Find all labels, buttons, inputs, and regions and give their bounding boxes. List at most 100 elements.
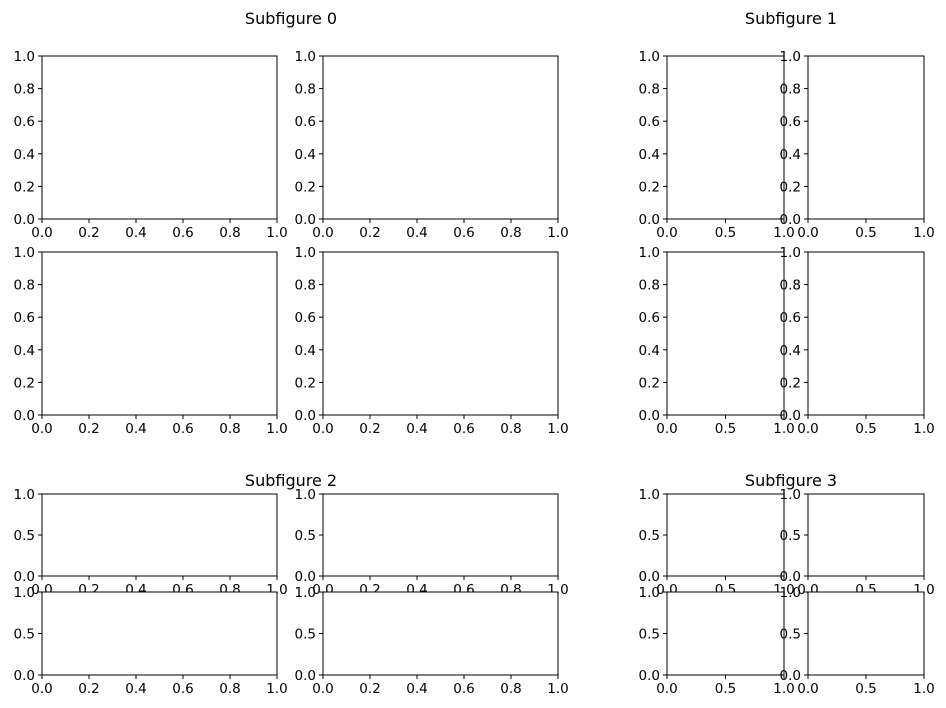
x-tick-label: 0.5 xyxy=(715,681,736,697)
axes-grid: 0.0 0.2 0.4 0.6 0.8 1.00.00.20.40.60.81.00.0 0… xyxy=(14,49,569,437)
y-tick-label: 1.0 xyxy=(639,585,660,601)
x-tick-label: 0.5 xyxy=(855,225,876,241)
x-tick-label: 0.6 xyxy=(172,225,193,241)
axes-frame xyxy=(322,591,559,676)
y-tick-label: 0.0 xyxy=(14,668,35,684)
y-tick-label: 0.0 xyxy=(780,212,801,228)
axes: 0.0 0.2 0.4 0.6 0.8 1.0 0.0 0.2 0.4 0.6 0.8 1.0 xyxy=(14,49,288,241)
x-tick-label: 0.6 xyxy=(453,225,474,241)
x-tick-label: 1.0 xyxy=(773,421,794,437)
axes-frame xyxy=(807,493,925,577)
y-tick-label: 1.0 xyxy=(295,487,316,503)
subfigure-1: Subfigure 1 0.0 0.5 1.00.00.20.40.60.81.00… xyxy=(639,9,935,437)
y-tick-label: 0.8 xyxy=(639,278,660,294)
x-tick-label: 0.0 xyxy=(656,225,677,241)
axes-frame xyxy=(41,251,278,416)
y-tick-label: 1.0 xyxy=(639,487,660,503)
y-tick-label: 0.0 xyxy=(639,668,660,684)
x-tick-label: 0.2 xyxy=(359,225,380,241)
y-tick-label: 0.5 xyxy=(14,627,35,643)
axes-frame xyxy=(666,251,785,416)
x-tick-label: 0.8 xyxy=(500,421,521,437)
x-tick-label: 0.8 xyxy=(500,225,521,241)
axes: 0.0 0.2 0.4 0.6 0.8 1.00.00.51.0 xyxy=(295,487,569,598)
axes: 0.0 0.5 1.00.00.51.0 xyxy=(780,585,935,697)
x-tick-label: 1.0 xyxy=(547,225,568,241)
x-tick-label: 1.0 xyxy=(773,681,794,697)
y-tick-label: 0.2 xyxy=(295,375,316,391)
x-tick-label: 0.0 xyxy=(31,421,52,437)
y-tick-label: 1.0 xyxy=(14,585,35,601)
y-tick-label: 0.8 xyxy=(780,82,801,98)
axes: 0.0 0.5 1.0 0.0 0.2 0.4 0.6 0.8 1.0 xyxy=(639,245,795,437)
x-tick-label: 0.5 xyxy=(855,681,876,697)
x-tick-label: 1.0 xyxy=(547,681,568,697)
y-tick-label: 0.0 xyxy=(295,569,316,585)
y-tick-label: 1.0 xyxy=(780,487,801,503)
x-tick-label: 0.5 xyxy=(715,225,736,241)
y-tick-label: 0.0 xyxy=(14,408,35,424)
y-tick-label: 0.2 xyxy=(780,179,801,195)
x-tick-label: 0.2 xyxy=(78,421,99,437)
y-tick-label: 0.0 xyxy=(295,668,316,684)
x-tick-label: 0.5 xyxy=(715,421,736,437)
axes: 0.0 0.2 0.4 0.6 0.8 1.0 0.0 0.2 0.4 0.6 0.8 1.0 xyxy=(295,245,569,437)
y-tick-label: 0.5 xyxy=(780,627,801,643)
x-tick-label: 0.8 xyxy=(219,225,240,241)
y-tick-label: 0.0 xyxy=(639,212,660,228)
y-tick-label: 0.6 xyxy=(780,310,801,326)
axes: 0.0 0.5 1.0 0.0 0.2 0.4 0.6 0.8 1.0 xyxy=(780,49,935,241)
y-tick-label: 0.5 xyxy=(780,528,801,544)
x-tick-label: 0.6 xyxy=(172,681,193,697)
y-tick-label: 0.5 xyxy=(639,528,660,544)
x-tick-label: 0.4 xyxy=(406,225,427,241)
subfigure-title: Subfigure 2 xyxy=(245,471,337,490)
y-tick-label: 1.0 xyxy=(295,585,316,601)
y-tick-label: 1.0 xyxy=(295,245,316,261)
x-tick-label: 0.0 xyxy=(656,681,677,697)
x-tick-label: 0.2 xyxy=(78,225,99,241)
y-tick-label: 0.6 xyxy=(14,114,35,130)
x-tick-label: 0.8 xyxy=(219,681,240,697)
axes: 0.0 0.2 0.4 0.6 0.8 1.0 0.0 0.2 0.4 0.6 0.8 1.0 xyxy=(14,245,288,437)
y-tick-label: 0.6 xyxy=(639,310,660,326)
y-tick-label: 1.0 xyxy=(780,585,801,601)
y-tick-label: 0.4 xyxy=(780,343,801,359)
x-tick-label: 1.0 xyxy=(547,421,568,437)
x-tick-label: 1.0 xyxy=(913,421,934,437)
y-tick-label: 0.8 xyxy=(14,82,35,98)
subfigure-0: Subfigure 0 0.0 0.2 0.4 0.6 0.8 1.00.00.20.40… xyxy=(14,9,569,437)
x-tick-label: 0.0 xyxy=(31,225,52,241)
y-tick-label: 0.0 xyxy=(639,569,660,585)
axes-frame xyxy=(666,591,785,676)
y-tick-label: 0.2 xyxy=(295,179,316,195)
x-tick-label: 0.5 xyxy=(855,421,876,437)
axes-grid: 0.0 0.5 1.00.00.51.00.0 0.5 1.00.00.51.00.0 0… xyxy=(639,487,935,697)
axes: 0.0 0.5 1.00.00.51.0 xyxy=(639,487,795,598)
x-tick-label: 1.0 xyxy=(266,681,287,697)
y-tick-label: 0.6 xyxy=(639,114,660,130)
x-tick-label: 0.0 xyxy=(797,681,818,697)
y-tick-label: 0.4 xyxy=(295,343,316,359)
y-tick-label: 0.5 xyxy=(295,528,316,544)
y-tick-label: 1.0 xyxy=(14,487,35,503)
x-tick-label: 0.0 xyxy=(797,421,818,437)
y-tick-label: 1.0 xyxy=(639,49,660,65)
y-tick-label: 0.5 xyxy=(295,627,316,643)
y-tick-label: 0.0 xyxy=(295,212,316,228)
y-tick-label: 0.4 xyxy=(295,147,316,163)
y-tick-label: 0.5 xyxy=(14,528,35,544)
axes-frame xyxy=(322,493,559,577)
y-tick-label: 0.2 xyxy=(780,375,801,391)
y-tick-label: 0.0 xyxy=(780,569,801,585)
x-tick-label: 0.4 xyxy=(125,421,146,437)
x-tick-label: 0.2 xyxy=(359,681,380,697)
y-tick-label: 0.6 xyxy=(14,310,35,326)
axes-frame xyxy=(807,251,925,416)
axes: 0.0 0.2 0.4 0.6 0.8 1.0 0.0 0.2 0.4 0.6 0.8 1.0 xyxy=(295,49,569,241)
axes-frame xyxy=(807,55,925,220)
x-tick-label: 0.0 xyxy=(31,681,52,697)
subfigure-title: Subfigure 1 xyxy=(745,9,837,28)
x-tick-label: 0.0 xyxy=(656,421,677,437)
axes-frame xyxy=(666,493,785,577)
